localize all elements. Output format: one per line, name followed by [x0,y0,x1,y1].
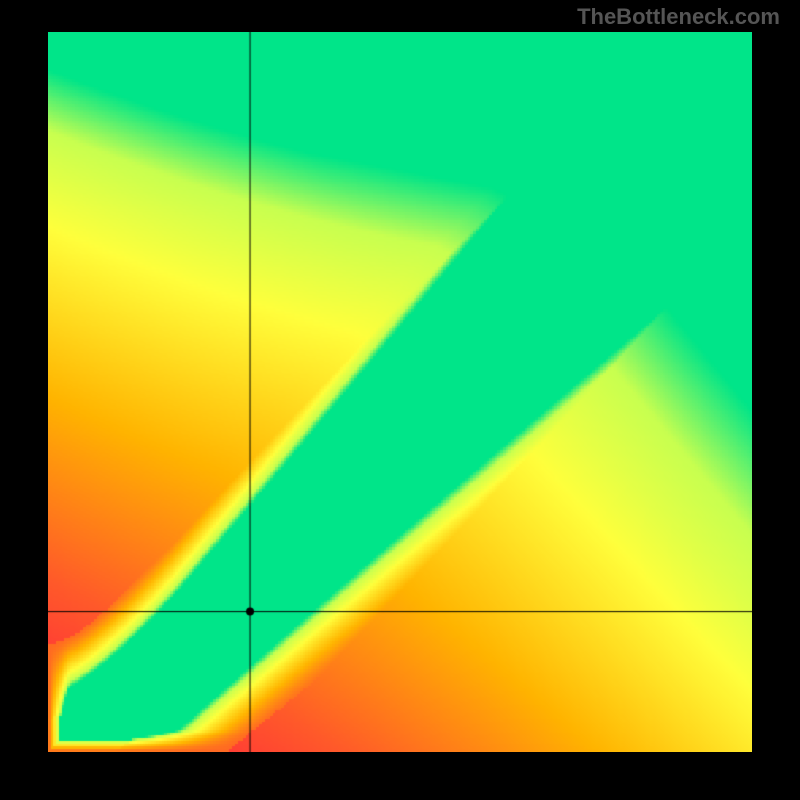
watermark-text: TheBottleneck.com [577,4,780,30]
bottleneck-heatmap [48,32,752,752]
chart-container: TheBottleneck.com [0,0,800,800]
